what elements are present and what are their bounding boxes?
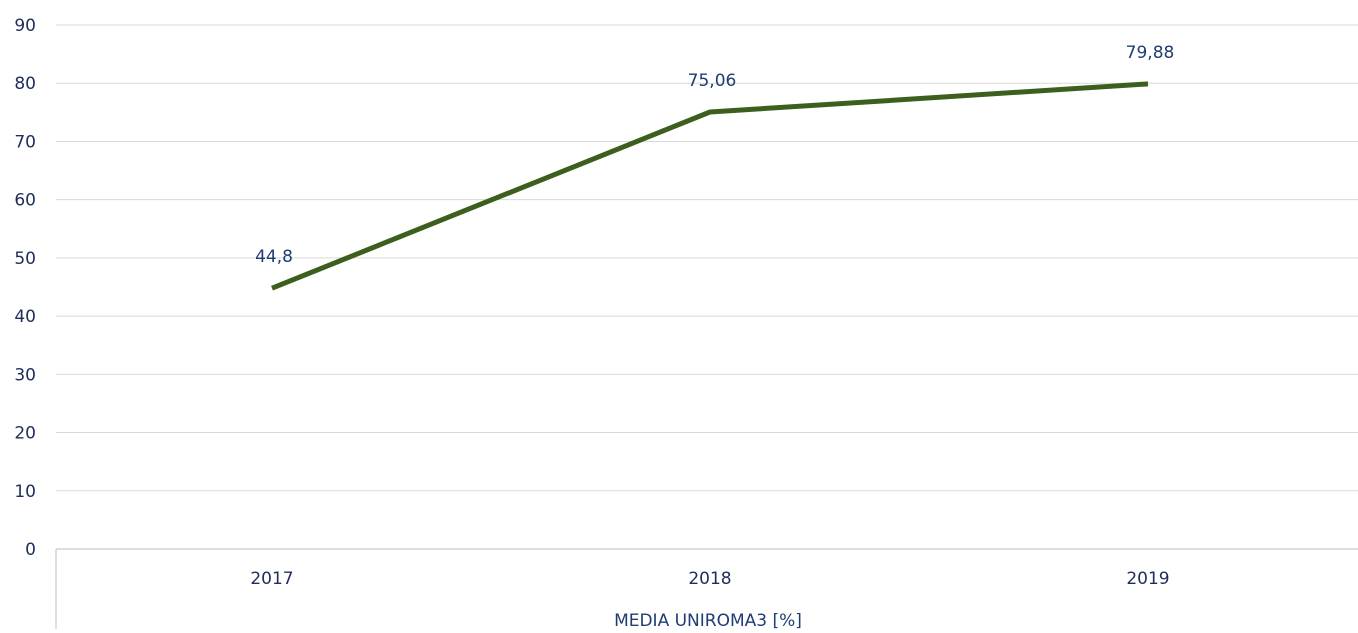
x-axis-title: MEDIA UNIROMA3 [%]	[614, 611, 802, 629]
y-tick-label: 0	[25, 540, 36, 560]
y-tick-label: 50	[14, 249, 36, 269]
y-axis-ticks: 0 10 20 30 40 50 60 70 80 90	[14, 16, 36, 560]
y-tick-label: 70	[14, 132, 36, 152]
x-tick-label: 2017	[250, 569, 293, 589]
data-labels: 44,8 75,06 79,88	[255, 43, 1174, 267]
y-tick-label: 60	[14, 191, 36, 211]
y-tick-label: 20	[14, 424, 36, 444]
y-tick-label: 40	[14, 307, 36, 327]
data-label: 44,8	[255, 247, 293, 267]
x-tick-label: 2018	[688, 569, 731, 589]
y-tick-label: 30	[14, 365, 36, 385]
x-axis-ticks: 2017 2018 2019	[250, 569, 1169, 589]
data-label: 79,88	[1126, 43, 1175, 63]
data-label: 75,06	[688, 71, 737, 91]
y-tick-label: 10	[14, 482, 36, 502]
y-tick-label: 80	[14, 74, 36, 94]
x-tick-label: 2019	[1126, 569, 1169, 589]
y-tick-label: 90	[14, 16, 36, 36]
gridlines	[56, 25, 1358, 491]
